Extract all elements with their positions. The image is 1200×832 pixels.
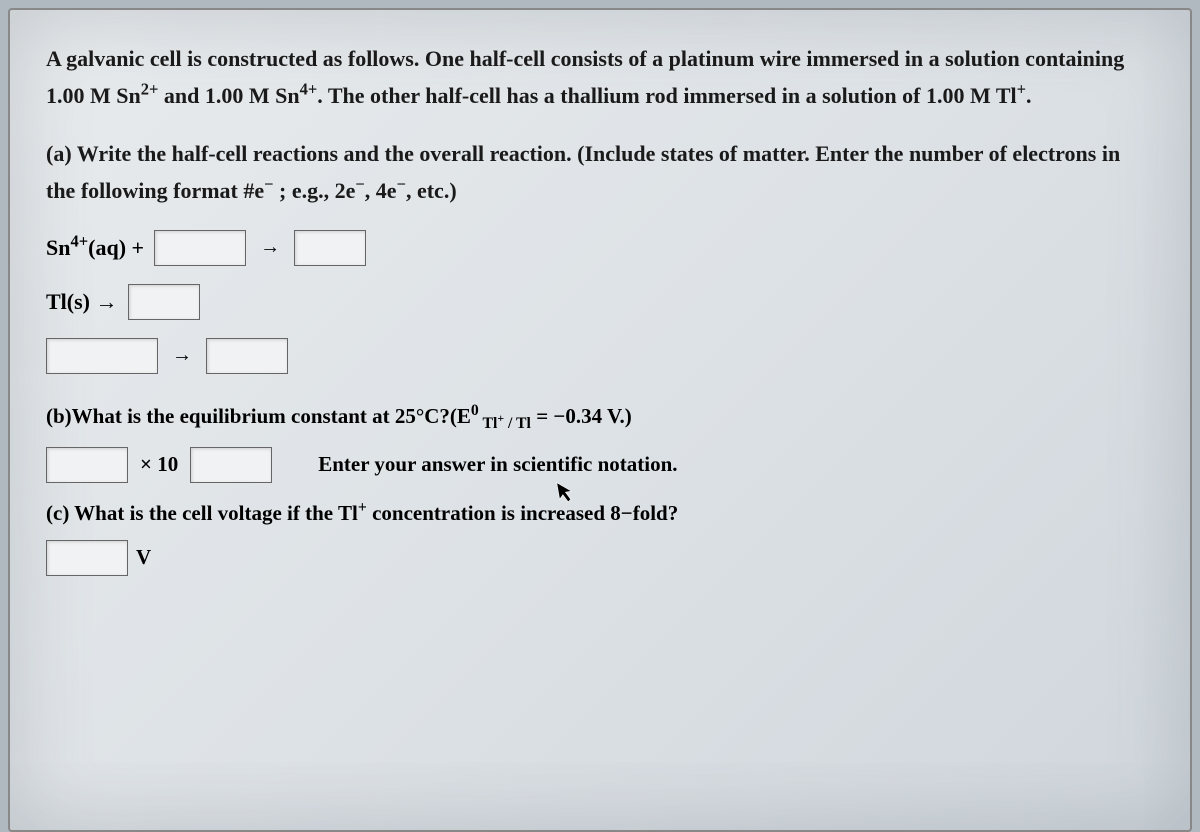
eq3-input-1[interactable] xyxy=(46,338,158,374)
voltage-row: V xyxy=(46,540,1154,576)
arrow-icon: → xyxy=(168,344,196,367)
eq1-input-1[interactable] xyxy=(154,230,246,266)
part-a-prompt: (a) Write the half-cell reactions and th… xyxy=(46,135,1154,210)
eq1-lhs: Sn4+(aq) + xyxy=(46,235,144,261)
equation-1: Sn4+(aq) + → xyxy=(46,230,1154,266)
unit-volts: V xyxy=(136,545,151,570)
eq2-lhs: Tl(s) → xyxy=(46,289,118,315)
sci-notation-hint: Enter your answer in scientific notation… xyxy=(278,452,677,477)
question-panel: A galvanic cell is constructed as follow… xyxy=(8,8,1192,832)
eq1-input-2[interactable] xyxy=(294,230,366,266)
coefficient-input[interactable] xyxy=(46,447,128,483)
equation-3: → xyxy=(46,338,1154,374)
equation-2: Tl(s) → xyxy=(46,284,1154,320)
eq2-input-1[interactable] xyxy=(128,284,200,320)
eq3-input-2[interactable] xyxy=(206,338,288,374)
part-c-prompt: (c) What is the cell voltage if the Tl+ … xyxy=(46,501,1154,526)
problem-intro: A galvanic cell is constructed as follow… xyxy=(46,40,1154,115)
scientific-notation-row: × 10 Enter your answer in scientific not… xyxy=(46,447,1154,483)
voltage-input[interactable] xyxy=(46,540,128,576)
times-ten-label: × 10 xyxy=(134,452,184,477)
arrow-icon: → xyxy=(256,236,284,259)
part-b-prompt: (b)What is the equilibrium constant at 2… xyxy=(46,404,1154,429)
cursor-icon xyxy=(556,479,579,512)
exponent-input[interactable] xyxy=(190,447,272,483)
